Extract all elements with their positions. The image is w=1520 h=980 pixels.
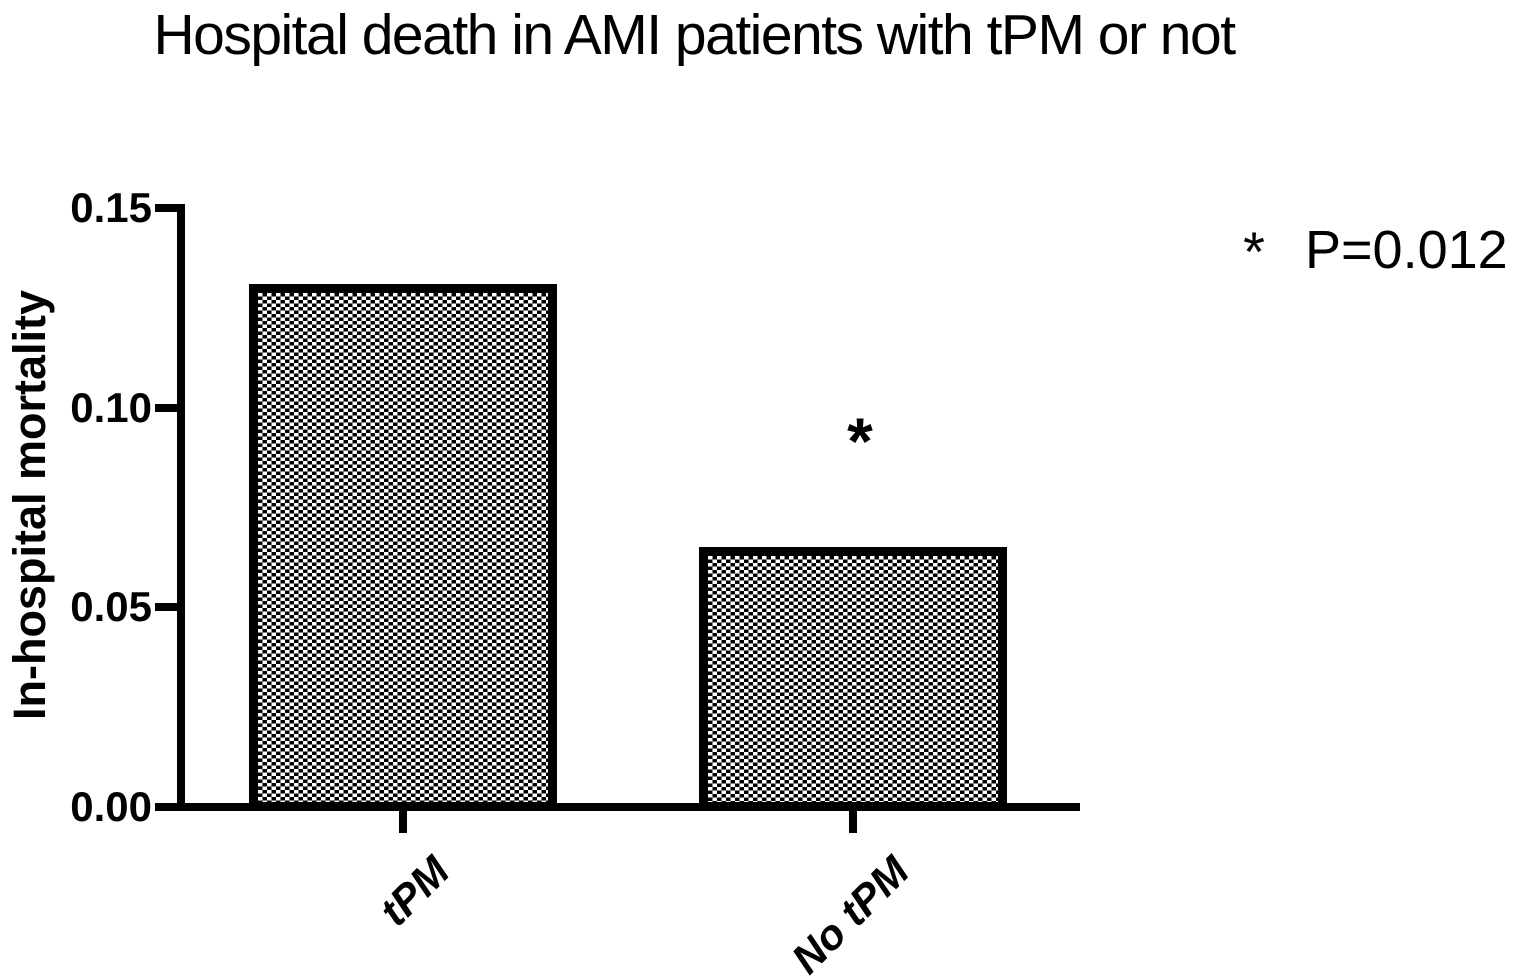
bar-no-tpm <box>699 547 1007 811</box>
bar-tpm <box>249 284 557 811</box>
legend-p-value: P=0.012 <box>1305 220 1508 280</box>
y-tick-label-0.05: 0.05 <box>70 583 152 630</box>
y-axis-line <box>177 204 185 811</box>
x-category-label-tpm: tPM <box>370 847 459 935</box>
y-tick-mark-0.15 <box>155 204 177 212</box>
significance-star: * <box>847 404 873 478</box>
y-tick-mark-0.05 <box>155 603 177 611</box>
y-tick-mark-0.00 <box>155 803 177 811</box>
y-tick-label-0.00: 0.00 <box>70 783 152 830</box>
x-tick-mark-no-tpm <box>849 811 857 833</box>
y-tick-mark-0.10 <box>155 404 177 412</box>
x-category-label-no-tpm: No tPM <box>782 847 919 980</box>
y-tick-label-0.15: 0.15 <box>70 184 152 231</box>
x-tick-mark-tpm <box>399 811 407 833</box>
y-tick-label-0.10: 0.10 <box>70 384 152 431</box>
legend-significance-star: * <box>1243 220 1265 283</box>
chart-title: Hospital death in AMI patients with tPM … <box>153 3 1236 67</box>
y-axis-title: In-hospital mortality <box>4 289 55 721</box>
x-axis-line <box>155 803 1080 811</box>
